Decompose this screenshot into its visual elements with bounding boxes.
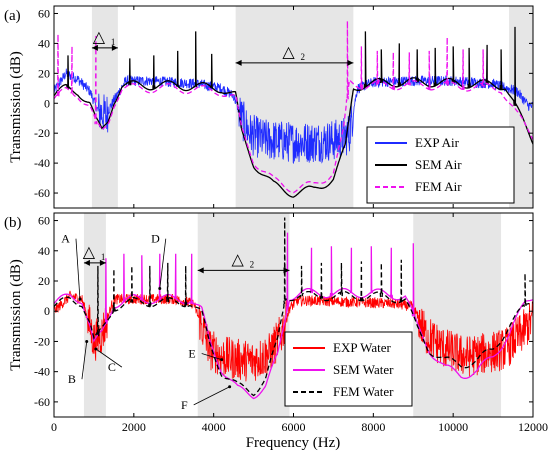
gap-label-subscript: 2 [300, 52, 305, 62]
y-tick-label: -40 [34, 365, 50, 379]
gap-label-subscript: 1 [101, 252, 106, 262]
gap-label: △ [282, 42, 295, 61]
gap-arrowheads [91, 44, 118, 51]
panel-label: (b) [4, 215, 22, 231]
gap-label: △ [93, 27, 106, 46]
y-tick-label: 60 [38, 214, 50, 228]
x-tick-label: 2000 [122, 420, 146, 434]
legend-entry: SEM Air [415, 157, 462, 172]
legend-entry: EXP Air [415, 135, 460, 150]
y-axis-title: Transmission (dB) [8, 259, 24, 371]
annotation-label: A [61, 232, 70, 246]
y-tick-label: 0 [44, 96, 50, 110]
y-tick-label: -60 [34, 395, 50, 409]
annotation-label: C [108, 360, 116, 374]
band-gap-shading [413, 213, 502, 417]
x-tick-label: 10000 [438, 420, 468, 434]
y-tick-label: -40 [34, 156, 50, 170]
band-gap-shading [235, 6, 354, 208]
plot-area [54, 217, 533, 400]
plot-area [54, 20, 533, 198]
y-tick-label: -20 [34, 126, 50, 140]
legend-entry: SEM Water [333, 362, 394, 377]
annotation-arrow [81, 341, 88, 380]
series-line-sem-water [54, 232, 533, 400]
y-tick-label: -20 [34, 334, 50, 348]
annotation-label: D [151, 232, 160, 246]
gap-arrowheads [83, 259, 106, 266]
legend-entry: FEM Air [415, 179, 462, 194]
y-tick-label: 20 [38, 66, 50, 80]
legend-entry: FEM Water [333, 384, 394, 399]
annotation-arrowhead [158, 287, 162, 291]
legend-entry: EXP Water [333, 340, 391, 355]
y-axis-title: Transmission (dB) [8, 51, 24, 163]
x-axis-title: Frequency (Hz) [246, 435, 341, 451]
annotation-arrowhead [94, 347, 98, 351]
annotation-label: B [68, 372, 76, 386]
annotation-arrow [95, 348, 123, 368]
annotation-arrowhead [220, 358, 224, 362]
panel-label: (a) [4, 8, 21, 24]
annotation-arrowhead [228, 385, 232, 389]
series-line-fem-water [54, 217, 533, 397]
series-line-fem-air [54, 20, 533, 194]
annotation-label: F [181, 398, 188, 412]
y-tick-label: 20 [38, 274, 50, 288]
x-tick-label: 12000 [518, 420, 548, 434]
x-tick-label: 8000 [361, 420, 385, 434]
x-tick-label: 6000 [282, 420, 306, 434]
annotation-arrowhead [78, 297, 82, 301]
x-tick-label: 4000 [202, 420, 226, 434]
annotation-arrow [159, 238, 167, 289]
gap-label: △ [83, 242, 96, 261]
y-tick-label: 60 [38, 6, 50, 20]
annotation-label: E [188, 347, 195, 361]
gap-label: △ [231, 249, 244, 268]
gap-label-subscript: 2 [250, 259, 255, 269]
annotation-arrow [201, 353, 222, 360]
panel-a: -60 -40 -20 0 20 40 60 Transmission (dB) (a) △ 1 △ 2… [4, 5, 534, 209]
annotation-arrow [75, 238, 81, 300]
annotation-arrowhead [85, 339, 89, 343]
gap-label-subscript: 1 [111, 37, 116, 47]
y-tick-label: 40 [38, 36, 50, 50]
y-tick-label: 0 [44, 304, 50, 318]
band-gap-shading [197, 213, 290, 417]
y-tick-label: 40 [38, 244, 50, 258]
x-tick-label: 0 [51, 420, 57, 434]
series-line-sem-air [54, 26, 533, 198]
y-tick-label: -60 [34, 186, 50, 200]
annotation-arrow [193, 386, 230, 406]
